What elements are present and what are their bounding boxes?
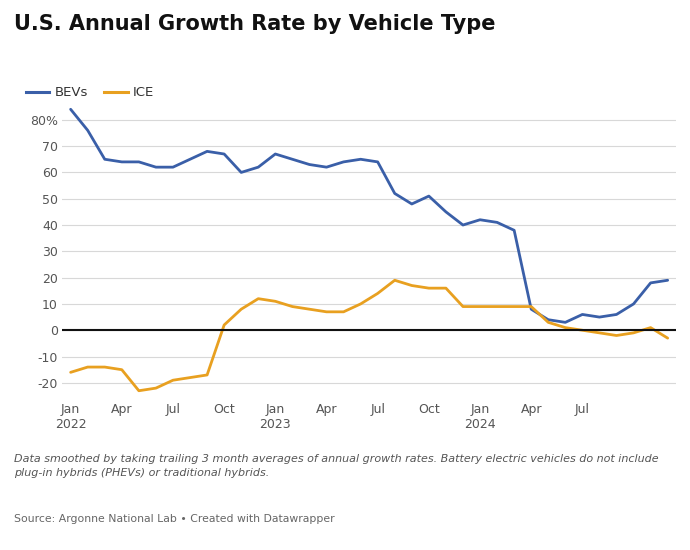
- Text: U.S. Annual Growth Rate by Vehicle Type: U.S. Annual Growth Rate by Vehicle Type: [14, 14, 495, 34]
- Text: Data smoothed by taking trailing 3 month averages of annual growth rates. Batter: Data smoothed by taking trailing 3 month…: [14, 454, 658, 478]
- Legend: BEVs, ICE: BEVs, ICE: [21, 81, 159, 104]
- Text: Source: Argonne National Lab • Created with Datawrapper: Source: Argonne National Lab • Created w…: [14, 514, 335, 524]
